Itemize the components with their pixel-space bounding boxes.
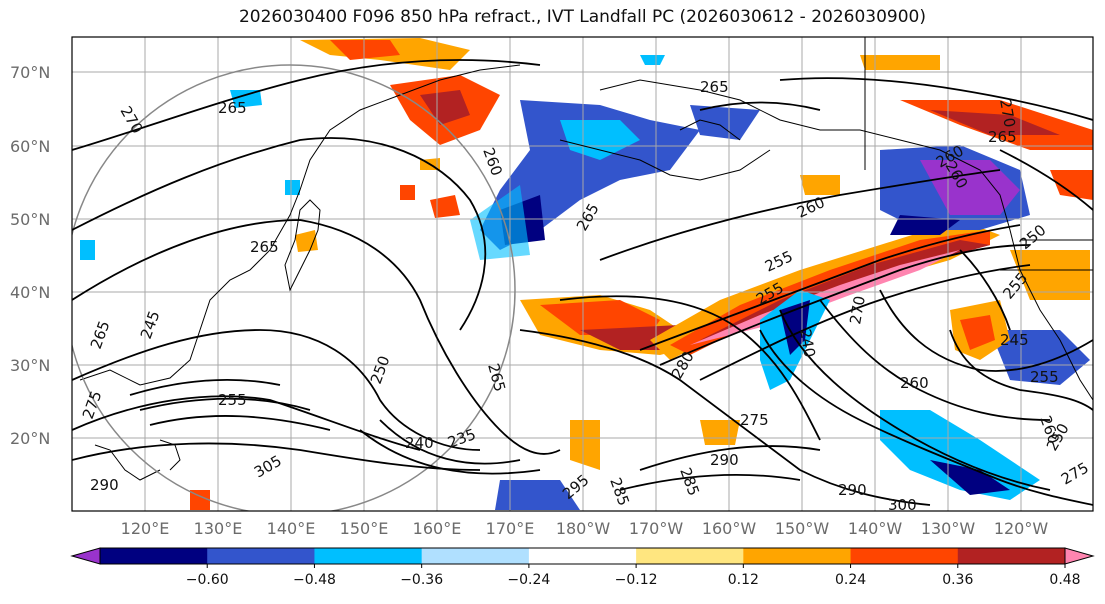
contour-label: 245 <box>1000 331 1029 349</box>
contour-label: 240 <box>796 328 819 359</box>
lon-label: 140°E <box>267 519 316 538</box>
colorbar-frame <box>99 547 1066 565</box>
contour-label: 290 <box>838 481 867 499</box>
lat-label: 60°N <box>10 137 50 156</box>
contour-label: 265 <box>218 99 247 117</box>
colorbar-extend-low <box>70 547 101 565</box>
map-title: 2026030400 F096 850 hPa refract., IVT La… <box>238 7 926 27</box>
colorbar-tick-label: 0.24 <box>835 572 866 588</box>
colorbar-extend-high <box>1064 547 1095 565</box>
lon-label: 140°W <box>848 519 903 538</box>
contour-label: 265 <box>700 78 729 96</box>
colorbar-segment <box>421 548 530 564</box>
lon-label: 120°E <box>121 519 170 538</box>
contour-label: 255 <box>1030 368 1059 386</box>
colorbar-segment <box>743 548 852 564</box>
colorbar-segment <box>100 548 208 564</box>
contour-label: 260 <box>900 374 929 392</box>
contour-label: 290 <box>90 476 119 494</box>
colorbar-tick-label: −0.36 <box>400 572 443 588</box>
lat-label: 40°N <box>10 283 50 302</box>
contour-label: 270 <box>846 294 869 325</box>
colorbar-tick-label: −0.60 <box>186 572 229 588</box>
lat-label: 30°N <box>10 356 50 375</box>
contour-label: 270 <box>996 98 1019 129</box>
colorbar: −0.60 −0.48 −0.36 −0.24 −0.12 0.12 0.24 0.36 0.4… <box>70 547 1095 588</box>
map-frame <box>71 36 1094 512</box>
longitude-labels: 120°E 130°E 140°E 150°E 160°E 170°E 180°… <box>121 519 1049 538</box>
colorbar-tick-label: −0.48 <box>293 572 336 588</box>
colorbar-segment <box>957 548 1066 564</box>
contour-label: 275 <box>740 411 769 429</box>
lat-label: 20°N <box>10 429 50 448</box>
contour-label: 265 <box>988 128 1017 146</box>
colorbar-tick-label: −0.12 <box>615 572 658 588</box>
lat-label: 70°N <box>10 63 50 82</box>
colorbar-tick-label: 0.36 <box>942 572 973 588</box>
colorbar-segment <box>207 548 315 564</box>
lon-label: 170°W <box>629 519 684 538</box>
colorbar-segment <box>636 548 744 564</box>
lat-label: 50°N <box>10 210 50 229</box>
lon-label: 150°W <box>775 519 830 538</box>
coastlines <box>79 37 1093 481</box>
colorbar-tick-label: −0.24 <box>507 572 550 588</box>
lon-label: 160°W <box>702 519 757 538</box>
lon-label: 130°E <box>194 519 243 538</box>
lon-label: 180°W <box>556 519 611 538</box>
graticule <box>72 37 1093 511</box>
lon-label: 150°E <box>340 519 389 538</box>
contour-label: 255 <box>218 391 247 409</box>
lon-label: 120°W <box>994 519 1049 538</box>
latitude-labels: 70°N 60°N 50°N 40°N 30°N 20°N <box>10 63 50 448</box>
colorbar-tick-label: 0.12 <box>728 572 759 588</box>
colorbar-segment <box>314 548 423 564</box>
colorbar-segment <box>528 548 637 564</box>
contour-label: 265 <box>250 238 279 256</box>
lon-label: 170°E <box>486 519 535 538</box>
refractivity-contours <box>72 59 1093 506</box>
colorbar-segment <box>850 548 959 564</box>
lon-label: 160°E <box>413 519 462 538</box>
colorbar-tick-label: 0.48 <box>1049 572 1080 588</box>
lon-label: 130°W <box>921 519 976 538</box>
contour-label: 290 <box>710 451 739 469</box>
range-circle <box>72 64 516 511</box>
contour-label: 240 <box>405 434 434 452</box>
contour-label: 300 <box>888 496 917 514</box>
